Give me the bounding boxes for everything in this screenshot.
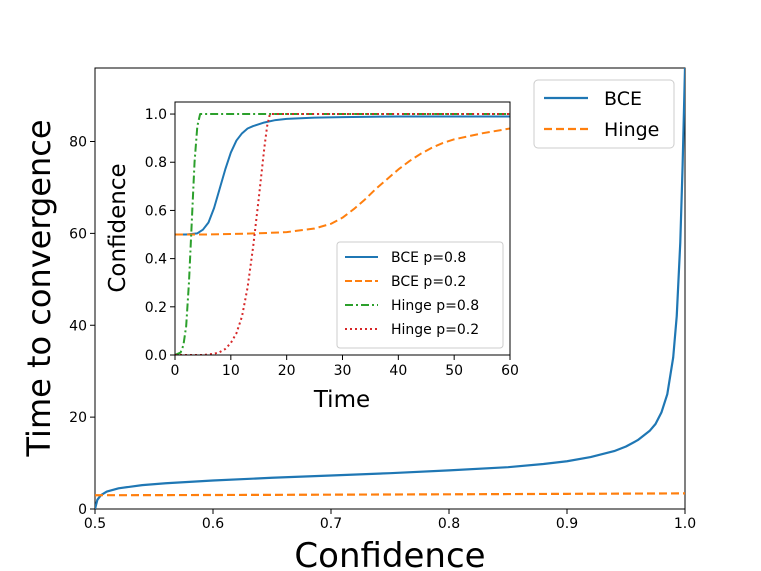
inset-x-axis-label: Time — [313, 387, 370, 413]
main-content-x-tick-label: 0.5 — [84, 516, 106, 532]
main-content-series-bce — [95, 68, 685, 509]
legend-label-hinge: Hinge — [604, 119, 659, 141]
main-y-axis-label: Time to convergence — [20, 119, 58, 457]
inset-content-x-tick-label: 30 — [334, 363, 352, 379]
main-legend: BCE Hinge — [533, 79, 675, 149]
main-content-y-tick-label: 0 — [78, 502, 87, 518]
main-content-x-tick-label: 0.9 — [556, 516, 578, 532]
inset-content-x-tick-label: 20 — [278, 363, 296, 379]
inset-content-series-hinge-p-0-2 — [175, 113, 510, 355]
inset-content-series-bce-p-0-2 — [175, 127, 510, 236]
main-content-series-hinge — [95, 492, 685, 497]
main-content-y-tick-label: 20 — [69, 410, 87, 426]
inset-content-series-bce-p-0-8 — [175, 115, 510, 236]
inset-content-y-tick-label: 0.4 — [145, 252, 167, 268]
main-content-y-tick-label: 40 — [69, 318, 87, 334]
inset-content-y-tick-label: 1.0 — [145, 107, 167, 123]
main-content-x-tick-label: 0.8 — [438, 516, 460, 532]
inset-content-x-tick-label: 10 — [222, 363, 240, 379]
inset-plot-frame — [174, 101, 511, 356]
inset-legend-label-bce-p02: BCE p=0.2 — [391, 274, 466, 290]
main-x-axis-label: Confidence — [294, 536, 485, 571]
inset-legend-box — [336, 241, 504, 349]
main-content-x-tick-label: 1.0 — [674, 516, 696, 532]
inset-y-axis-label: Confidence — [105, 163, 131, 292]
inset-legend-label-hinge-p02: Hinge p=0.2 — [391, 322, 479, 338]
inset-legend-label-bce-p08: BCE p=0.8 — [391, 250, 466, 266]
inset-content-y-tick-label: 0.0 — [145, 348, 167, 364]
inset-content-y-tick-label: 0.2 — [145, 300, 167, 316]
legend-label-bce: BCE — [604, 88, 642, 110]
main-content-y-tick-label: 80 — [69, 135, 87, 151]
main-content-x-tick-label: 0.6 — [202, 516, 224, 532]
inset-content-x-tick-label: 40 — [389, 363, 407, 379]
main-content-y-tick-label: 60 — [69, 226, 87, 242]
main-plot-frame — [94, 67, 686, 510]
inset-plot-area: 0 10 20 30 40 50 60 0.0 0.2 0.4 0.6 0.8 1.0 — [145, 107, 519, 379]
inset-content-y-tick-label: 0.6 — [145, 203, 167, 219]
inset-legend-label-hinge-p08: Hinge p=0.8 — [391, 298, 479, 314]
inset-content-x-tick-label: 60 — [501, 363, 519, 379]
inset-content-y-tick-label: 0.8 — [145, 155, 167, 171]
main-plot-area: 0.5 0.6 0.7 0.8 0.9 1.0 0 20 40 60 80 — [69, 68, 696, 532]
inset-content-x-tick-label: 50 — [445, 363, 463, 379]
main-content-x-tick-label: 0.7 — [320, 516, 342, 532]
inset-legend: BCE p=0.8 BCE p=0.2 Hinge p=0.8 Hinge p=… — [336, 241, 504, 349]
inset-content-x-tick-label: 0 — [171, 363, 180, 379]
